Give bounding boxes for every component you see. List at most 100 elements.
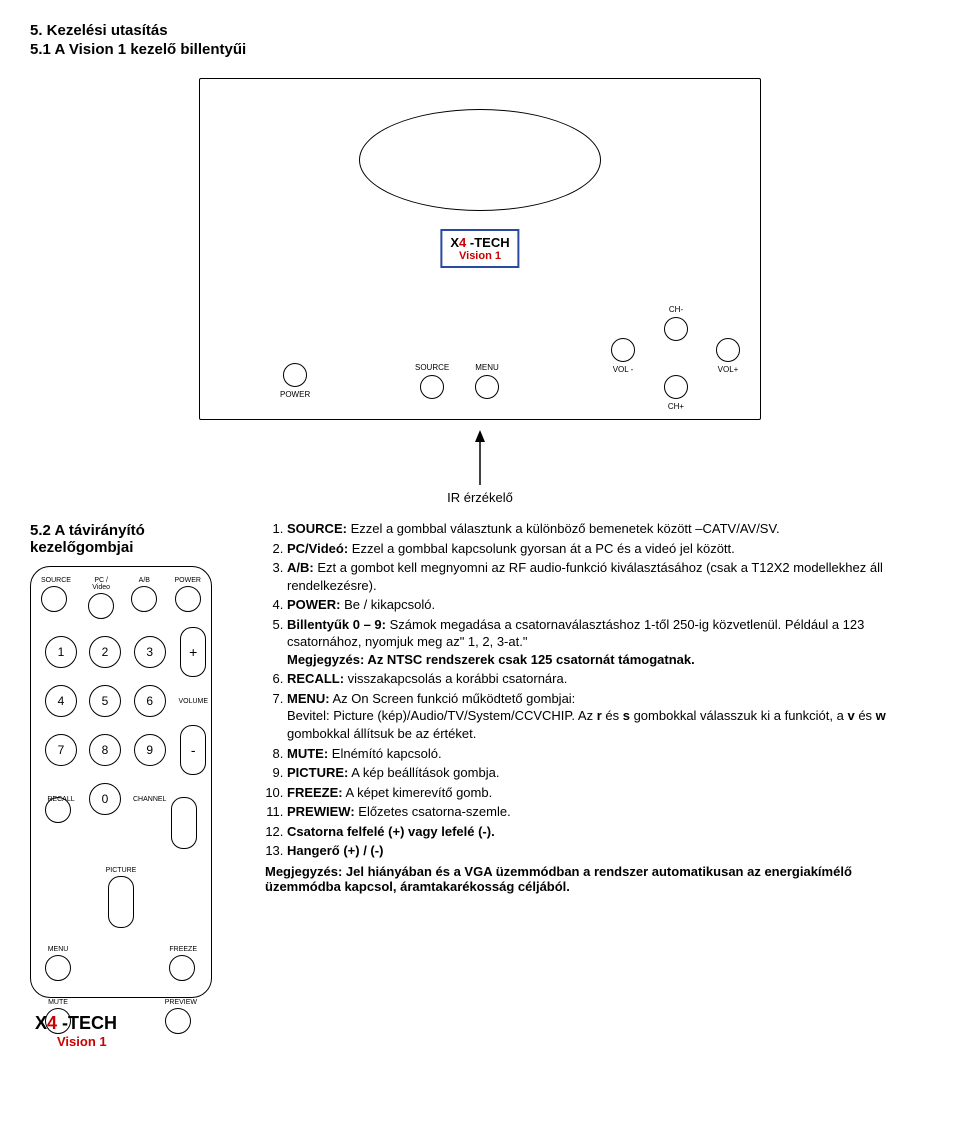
remote-btn-8: 8	[89, 734, 121, 766]
remote-preview-col: PREVIEW	[165, 999, 197, 1034]
instr-11: PREWIEW: Előzetes csatorna-szemle.	[287, 803, 930, 821]
source-label: SOURCE	[415, 363, 449, 372]
power-circle	[283, 363, 307, 387]
instr-7-f: s	[623, 708, 630, 723]
instr-1-text: Ezzel a gombbal választunk a különböző b…	[347, 521, 780, 536]
remote-freeze-col: FREEZE	[169, 946, 197, 981]
instr-13: Hangerő (+) / (-)	[287, 842, 930, 860]
remote-channel-tall-col	[171, 797, 197, 849]
logo-4: 4	[459, 235, 466, 250]
remote-preview-label: PREVIEW	[165, 999, 197, 1006]
remote-power-label: POWER	[175, 577, 201, 584]
logo-x: X	[450, 235, 459, 250]
logo-text: X4 -TECH	[450, 235, 509, 250]
remote-menu-label: MENU	[45, 946, 71, 953]
menu-label: MENU	[475, 363, 499, 372]
instr-9: PICTURE: A kép beállítások gombja.	[287, 764, 930, 782]
remote-freeze-label: FREEZE	[169, 946, 197, 953]
tv-volplus-btn: VOL+	[716, 338, 740, 374]
remote-pcvideo-btn	[88, 593, 114, 619]
volminus-label: VOL -	[611, 365, 635, 374]
final-note: Megjegyzés: Jel hiányában és a VGA üzemm…	[265, 864, 930, 894]
remote-btn-1: 1	[45, 636, 77, 668]
instr-7-g: gombokkal válasszuk ki a funkciót, a	[630, 708, 848, 723]
remote-channel-tall	[171, 797, 197, 849]
remote-btn-3: 3	[134, 636, 166, 668]
remote-source: SOURCE	[41, 577, 71, 619]
tv-power-btn: POWER	[280, 363, 310, 399]
remote-menu-col: MENU	[45, 946, 71, 981]
remote-btn-7: 7	[45, 734, 77, 766]
remote-ab-btn	[131, 586, 157, 612]
remote-mute-col: MUTE	[45, 999, 71, 1034]
remote-pcvideo: PC / Video	[88, 577, 114, 619]
chplus-circle	[664, 375, 688, 399]
power-label: POWER	[280, 390, 310, 399]
remote-power-btn	[175, 586, 201, 612]
remote-ab: A/B	[131, 577, 157, 619]
remote-btn-volminus: -	[180, 725, 206, 775]
remote-picture-label: PICTURE	[106, 867, 137, 874]
instr-8-key: MUTE:	[287, 746, 328, 761]
instr-1-key: SOURCE:	[287, 521, 347, 536]
remote-menu-btn	[45, 955, 71, 981]
instr-8: MUTE: Elnémító kapcsoló.	[287, 745, 930, 763]
instr-7: MENU: Az On Screen funkció működtető gom…	[287, 690, 930, 743]
instr-3-text: Ezt a gombot kell megnyomni az RF audio-…	[287, 560, 883, 593]
instr-10-key: FREEZE:	[287, 785, 343, 800]
remote-btn-4: 4	[45, 685, 77, 717]
remote-freeze-btn	[169, 955, 195, 981]
heading-5: 5. Kezelési utasítás	[30, 22, 930, 39]
remote-btn-5: 5	[89, 685, 121, 717]
instr-13-text: Hangerő (+) / (-)	[287, 843, 383, 858]
instr-5-note: Megjegyzés: Az NTSC rendszerek csak 125 …	[287, 652, 695, 667]
tv-volminus-btn: VOL -	[611, 338, 635, 374]
remote-source-label: SOURCE	[41, 577, 71, 584]
tv-chplus-btn: CH+	[664, 375, 688, 411]
ir-arrow	[30, 430, 930, 488]
instr-5: Billentyűk 0 – 9: Számok megadása a csat…	[287, 616, 930, 669]
instr-7-key: MENU:	[287, 691, 330, 706]
tv-logo-box: X4 -TECH Vision 1	[440, 229, 519, 268]
instr-1: SOURCE: Ezzel a gombbal választunk a kül…	[287, 520, 930, 538]
instr-9-key: PICTURE:	[287, 765, 348, 780]
remote-volume-label: VOLUME	[178, 698, 208, 705]
instr-10: FREEZE: A képet kimerevítő gomb.	[287, 784, 930, 802]
remote-ab-label: A/B	[131, 577, 157, 584]
volminus-circle	[611, 338, 635, 362]
tv-menu-btn: MENU	[475, 363, 499, 399]
remote-diagram: SOURCE PC / Video A/B POWER 1 2 3 + 4 5 …	[30, 566, 212, 998]
logo-tech: -TECH	[466, 235, 509, 250]
remote-mute-btn	[45, 1008, 71, 1034]
instr-7-h: v	[847, 708, 854, 723]
instr-7-e: és	[602, 708, 623, 723]
instr-7-c: Bevitel: Picture (kép)/Audio/TV/System/C…	[287, 708, 597, 723]
tv-source-btn: SOURCE	[415, 363, 449, 399]
remote-pcvideo-label: PC / Video	[88, 577, 114, 591]
volplus-circle	[716, 338, 740, 362]
heading-5-2: 5.2 A távirányító kezelőgombjai	[30, 522, 240, 556]
instr-2-key: PC/Videó:	[287, 541, 348, 556]
remote-picture-col: PICTURE	[106, 867, 137, 928]
instr-6: RECALL: visszakapcsolás a korábbi csator…	[287, 670, 930, 688]
remote-recall-btn	[45, 797, 71, 823]
instruction-list: SOURCE: Ezzel a gombbal választunk a kül…	[265, 520, 930, 860]
ir-label: IR érzékelő	[30, 490, 930, 505]
instr-6-key: RECALL:	[287, 671, 344, 686]
remote-preview-btn	[165, 1008, 191, 1034]
instr-12: Csatorna felfelé (+) vagy lefelé (-).	[287, 823, 930, 841]
speaker-oval	[359, 109, 601, 211]
instr-4: POWER: Be / kikapcsoló.	[287, 596, 930, 614]
instr-4-text: Be / kikapcsoló.	[340, 597, 435, 612]
menu-circle	[475, 375, 499, 399]
instr-3: A/B: Ezt a gombot kell megnyomni az RF a…	[287, 559, 930, 594]
instr-2: PC/Videó: Ezzel a gombbal kapcsolunk gyo…	[287, 540, 930, 558]
instr-3-key: A/B:	[287, 560, 314, 575]
instr-8-text: Elnémító kapcsoló.	[328, 746, 441, 761]
remote-column: 5.2 A távirányító kezelőgombjai SOURCE P…	[30, 520, 240, 1049]
instr-5-key: Billentyűk 0 – 9:	[287, 617, 386, 632]
volplus-label: VOL+	[716, 365, 740, 374]
instr-7-i: és	[855, 708, 876, 723]
instr-2-text: Ezzel a gombbal kapcsolunk gyorsan át a …	[348, 541, 735, 556]
remote-btn-volplus: +	[180, 627, 206, 677]
